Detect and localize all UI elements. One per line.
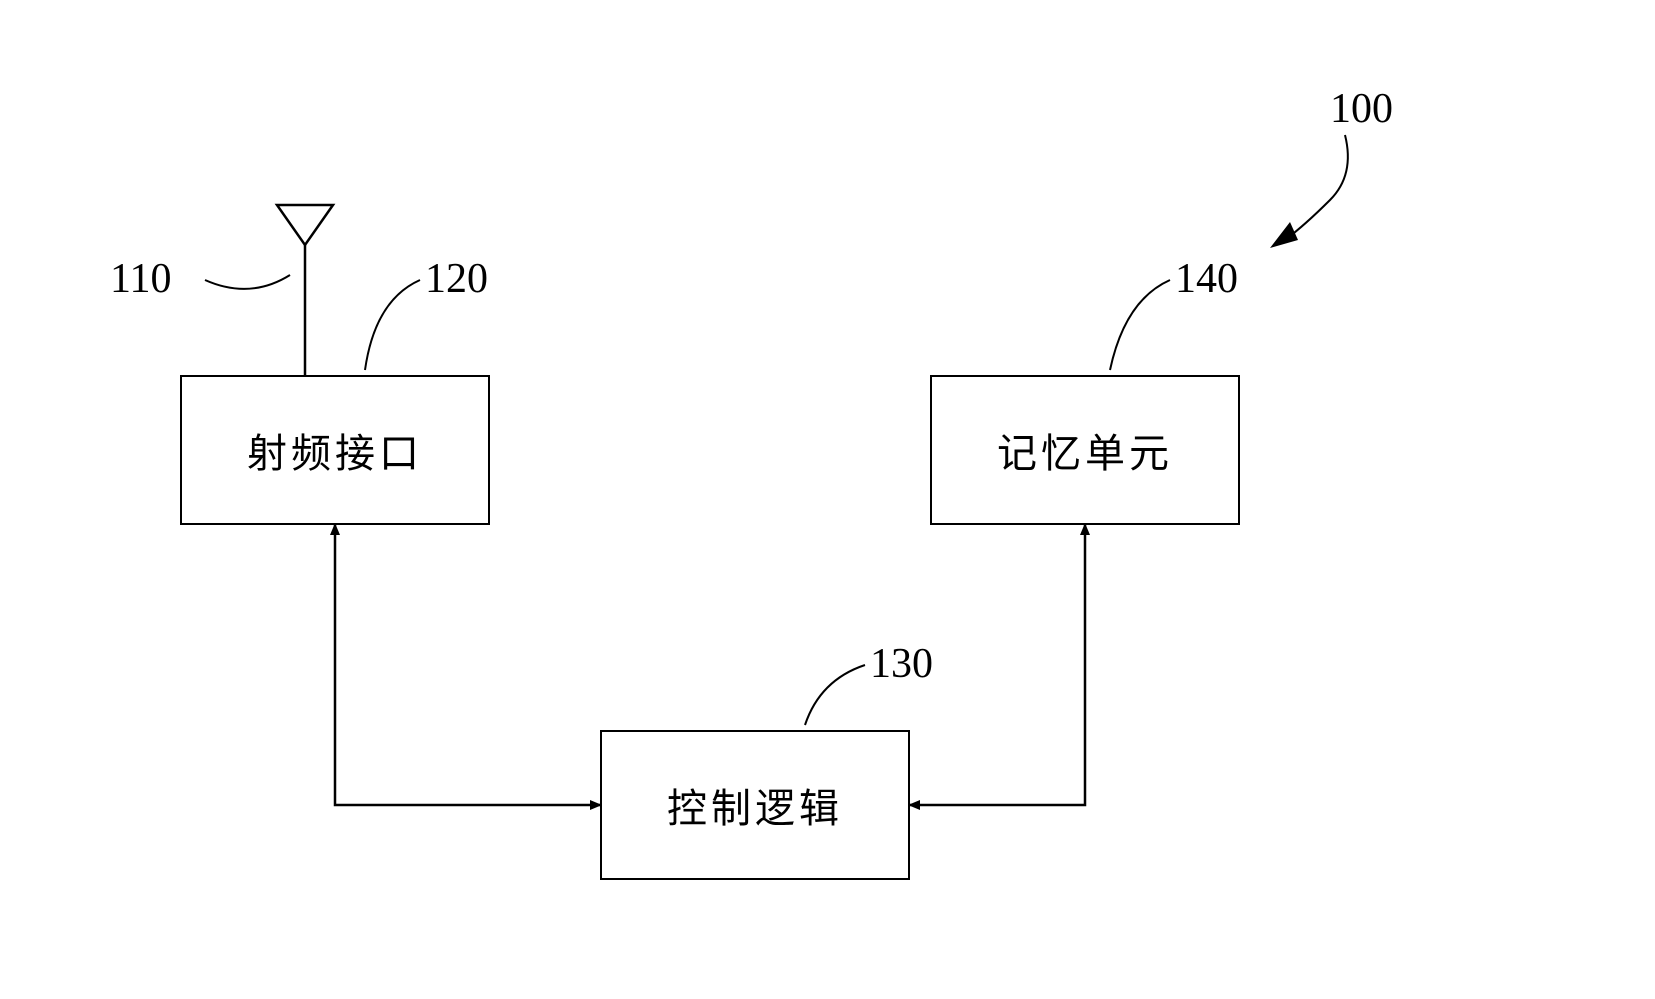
- ref-100: 100: [1330, 85, 1393, 133]
- leader-140: [1110, 280, 1170, 370]
- memory-unit-label: 记忆单元: [997, 421, 1173, 479]
- memory-unit-box: 记忆单元: [930, 375, 1240, 525]
- control-logic-box: 控制逻辑: [600, 730, 910, 880]
- leader-120: [365, 280, 420, 370]
- edge-control-to-memory: [910, 525, 1085, 805]
- leader-130: [805, 665, 865, 725]
- ref-140: 140: [1175, 255, 1238, 303]
- leader-100: [1285, 135, 1348, 240]
- ref-antenna-110: 110: [110, 255, 171, 303]
- rf-interface-box: 射频接口: [180, 375, 490, 525]
- ref-110: 120: [425, 255, 488, 303]
- rf-interface-label: 射频接口: [247, 421, 423, 479]
- control-logic-label: 控制逻辑: [667, 776, 843, 834]
- leader-100-arrowhead: [1270, 222, 1298, 248]
- antenna-icon: [277, 205, 333, 375]
- leader-110: [205, 275, 290, 289]
- ref-130: 130: [870, 640, 933, 688]
- edge-control-to-rf: [335, 525, 600, 805]
